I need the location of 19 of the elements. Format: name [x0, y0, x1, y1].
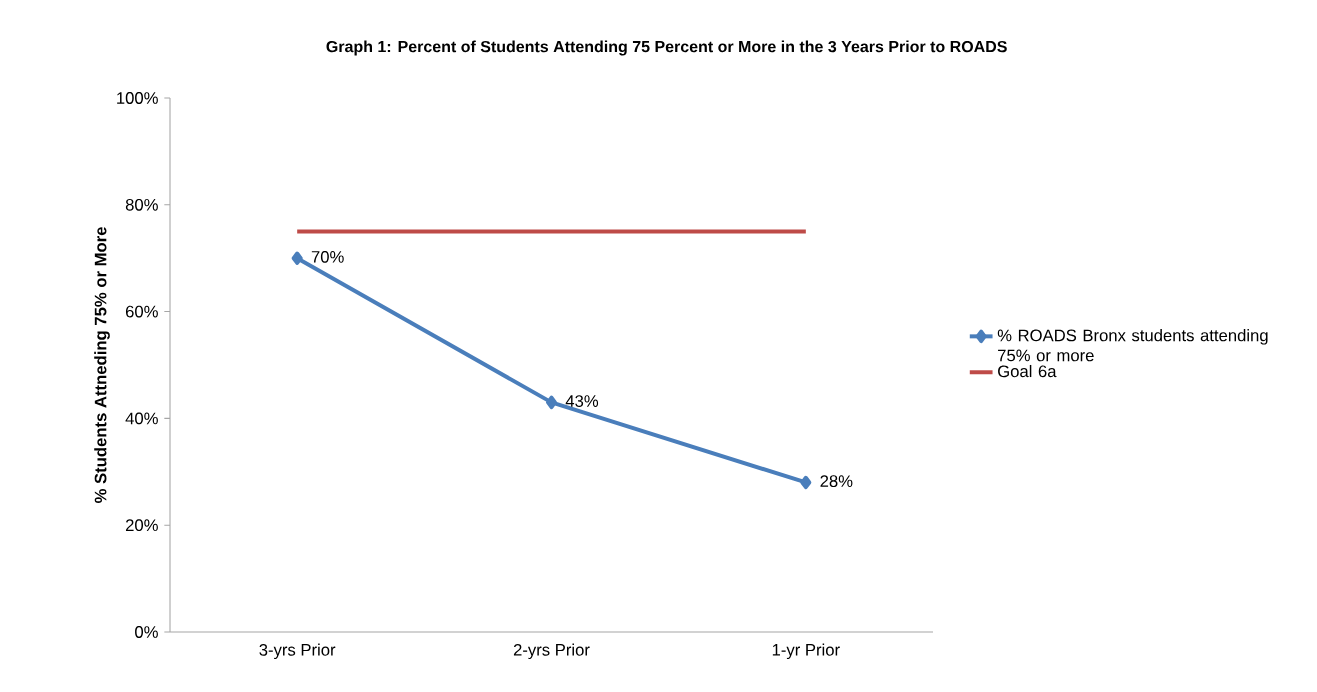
y-tick-label: 40% [125, 412, 158, 425]
data-label: 70% [311, 250, 344, 263]
y-tick-label: 0% [135, 626, 158, 638]
data-label: 28% [820, 475, 853, 488]
data-label: 43% [565, 395, 599, 407]
legend-label: % ROADS Bronx students attending 75% or more [997, 329, 1268, 362]
x-tick-label: 3-yrs Prior [259, 643, 336, 660]
y-tick-label: 60% [125, 305, 158, 318]
point [800, 475, 812, 490]
x-tick-label: 2-yrs Prior [513, 643, 590, 660]
chart-title: Graph 1: Percent of Students Attending 75 Percent or More in the 3 Years Prior to ROADS [326, 40, 1007, 56]
x-tick-label: 1-yr Prior [772, 643, 840, 660]
y-tick-label: 20% [125, 519, 158, 532]
point [546, 395, 557, 410]
y-axis-title: % Students Attneding 75% or More [94, 227, 110, 504]
y-tick-label: 100% [117, 92, 158, 104]
y-tick-label: 80% [125, 198, 158, 211]
legend-label: Goal 6a [998, 364, 1057, 378]
point [291, 251, 303, 265]
